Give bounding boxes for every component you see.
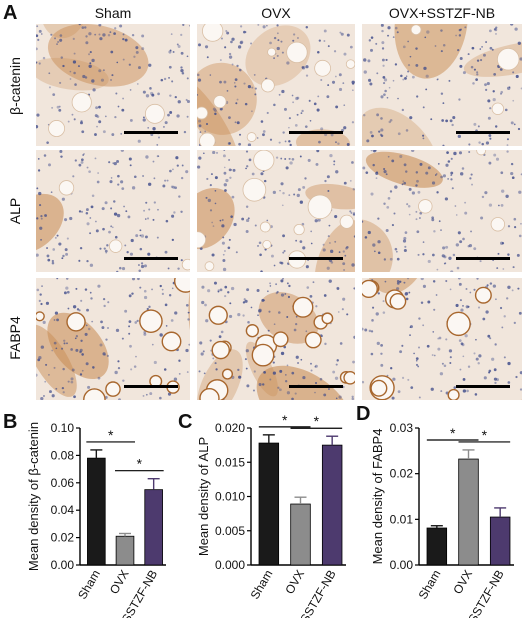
x-tick-label: OVX [450,568,475,597]
row-label-alp: ALP [7,197,23,225]
y-tick-label: 0.020 [215,421,245,435]
scale-bar [289,385,343,388]
micrograph-beta-catenin-sham [36,24,190,146]
chart-beta-catenin: 0.00 0.02 0.04 0.06 0.08 0.10 Mean density of … [26,421,166,618]
scale-bar [124,385,178,388]
scale-bar [456,131,510,134]
bar-ovx [115,535,135,566]
bar-sstzf-nb [144,489,163,566]
scale-bar [124,131,178,134]
y-tick-label: 0.015 [215,455,245,469]
y-tick-label: 0.000 [215,558,245,572]
bar-ovx [458,458,479,566]
y-tick-label: 0.01 [390,512,414,526]
y-tick-label: 0.06 [51,476,75,490]
chart-fabp4: 0.00 0.01 0.02 0.03 Mean density of FABP4 Sha… [370,421,514,618]
y-tick-label: 0.00 [51,558,75,572]
y-tick-label: 0.00 [390,558,414,572]
column-header-sham: Sham [94,5,132,21]
panel-letter-a: A [3,2,18,24]
column-header-ovx-sstzf: OVX+SSTZF-NB [388,5,496,21]
micrograph-alp-ovx-sstzf [362,150,522,272]
scale-bar [289,131,343,134]
x-tick-label: OVX [107,568,132,597]
x-tick-label: Sham [75,568,103,602]
y-tick-label: 0.10 [51,421,75,435]
micrograph-fabp4-sham [36,278,190,400]
significance-star: * [482,427,488,443]
micrograph-alp-ovx [197,150,355,272]
x-tick-label: Sham [248,568,276,602]
panel-letter-b: B [3,411,18,433]
x-tick-label: OVX [282,568,307,597]
scale-bar [456,257,510,260]
y-tick-label: 0.02 [390,467,414,481]
bar-sham [87,457,106,566]
y-tick-label: 0.02 [51,531,75,545]
significance-star: * [137,456,143,472]
bar-sham [258,442,280,566]
scale-bar [124,257,178,260]
significance-star: * [108,427,114,443]
significance-star: * [282,412,288,428]
y-axis-label: Mean density of FABP4 [370,429,385,565]
bar-ovx [290,503,311,566]
bar-sstzf-nb [489,516,511,566]
bar-sham [426,527,448,566]
significance-star: * [314,413,320,429]
micrograph-beta-catenin-ovx-sstzf [362,24,522,146]
row-label-fabp4: FABP4 [7,316,23,360]
scale-bar [289,257,343,260]
column-header-ovx: OVX [261,5,291,21]
y-tick-label: 0.03 [390,421,414,435]
micrograph-beta-catenin-ovx [197,24,355,146]
panel-letter-d: D [356,403,371,425]
panel-letter-c: C [178,411,193,433]
y-tick-label: 0.08 [51,448,75,462]
bar-sstzf-nb [321,444,343,566]
x-tick-label: Sham [416,568,444,602]
y-tick-label: 0.04 [51,503,75,517]
significance-star: * [450,425,456,441]
y-tick-label: 0.005 [215,524,245,538]
micrograph-fabp4-ovx [197,278,355,400]
y-tick-label: 0.010 [215,490,245,504]
y-axis-label: Mean density of ALP [196,437,211,556]
micrograph-fabp4-ovx-sstzf [362,278,522,400]
scale-bar [456,385,510,388]
chart-alp: 0.000 0.005 0.010 0.015 0.020 Mean density of… [196,412,346,618]
micrograph-alp-sham [36,150,190,272]
row-label-beta-catenin: β-catenin [7,57,23,115]
y-axis-label: Mean density of β-catenin [26,422,41,571]
